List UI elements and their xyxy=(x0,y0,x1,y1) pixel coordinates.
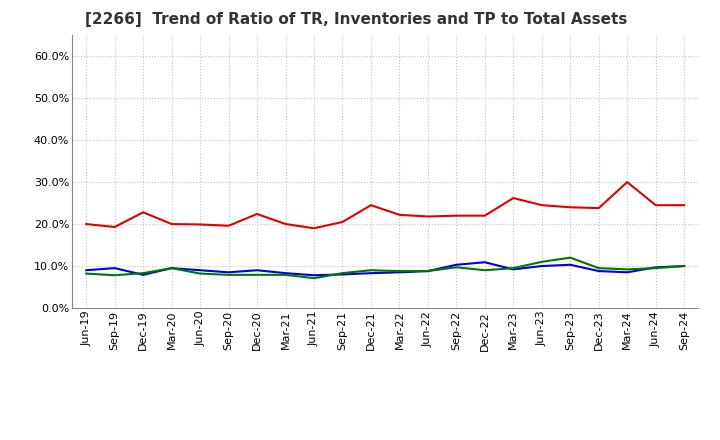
Trade Payables xyxy=(82,271,91,276)
Trade Receivables xyxy=(623,180,631,185)
Trade Receivables xyxy=(566,205,575,210)
Trade Receivables xyxy=(110,224,119,230)
Trade Payables xyxy=(480,268,489,273)
Trade Receivables xyxy=(338,219,347,224)
Trade Receivables xyxy=(253,211,261,216)
Line: Trade Receivables: Trade Receivables xyxy=(86,182,684,228)
Trade Receivables xyxy=(423,214,432,219)
Trade Payables xyxy=(566,255,575,260)
Trade Receivables xyxy=(225,223,233,228)
Inventories xyxy=(452,262,461,268)
Trade Receivables xyxy=(282,221,290,227)
Inventories xyxy=(167,265,176,271)
Trade Payables xyxy=(423,268,432,274)
Inventories xyxy=(509,267,518,272)
Text: [2266]  Trend of Ratio of TR, Inventories and TP to Total Assets: [2266] Trend of Ratio of TR, Inventories… xyxy=(84,12,627,27)
Line: Inventories: Inventories xyxy=(86,262,684,275)
Trade Payables xyxy=(623,267,631,272)
Inventories xyxy=(480,260,489,265)
Line: Trade Payables: Trade Payables xyxy=(86,258,684,278)
Inventories xyxy=(139,272,148,278)
Trade Receivables xyxy=(139,210,148,215)
Trade Payables xyxy=(595,265,603,271)
Trade Payables xyxy=(509,265,518,271)
Trade Receivables xyxy=(652,202,660,208)
Trade Payables xyxy=(680,264,688,269)
Trade Payables xyxy=(225,272,233,278)
Trade Payables xyxy=(167,265,176,271)
Trade Payables xyxy=(139,271,148,276)
Trade Payables xyxy=(537,259,546,264)
Inventories xyxy=(110,265,119,271)
Trade Receivables xyxy=(395,212,404,217)
Inventories xyxy=(225,270,233,275)
Trade Receivables xyxy=(452,213,461,218)
Trade Payables xyxy=(395,268,404,274)
Trade Payables xyxy=(366,268,375,273)
Trade Payables xyxy=(652,265,660,271)
Trade Receivables xyxy=(167,221,176,227)
Inventories xyxy=(623,270,631,275)
Trade Payables xyxy=(452,264,461,270)
Inventories xyxy=(595,268,603,274)
Trade Receivables xyxy=(537,202,546,208)
Trade Receivables xyxy=(366,202,375,208)
Inventories xyxy=(395,270,404,275)
Trade Payables xyxy=(196,271,204,276)
Trade Payables xyxy=(282,272,290,278)
Trade Receivables xyxy=(595,205,603,211)
Trade Payables xyxy=(110,273,119,278)
Trade Payables xyxy=(253,272,261,278)
Trade Receivables xyxy=(509,195,518,201)
Inventories xyxy=(366,271,375,276)
Trade Payables xyxy=(338,271,347,276)
Inventories xyxy=(338,272,347,277)
Trade Payables xyxy=(310,275,318,281)
Inventories xyxy=(310,273,318,278)
Trade Receivables xyxy=(196,222,204,227)
Inventories xyxy=(537,264,546,269)
Inventories xyxy=(196,268,204,273)
Trade Receivables xyxy=(82,221,91,227)
Inventories xyxy=(82,268,91,273)
Trade Receivables xyxy=(680,202,688,208)
Inventories xyxy=(566,262,575,268)
Inventories xyxy=(423,268,432,274)
Trade Receivables xyxy=(480,213,489,218)
Inventories xyxy=(680,264,688,269)
Inventories xyxy=(253,268,261,273)
Trade Receivables xyxy=(310,226,318,231)
Inventories xyxy=(652,264,660,270)
Inventories xyxy=(282,271,290,276)
